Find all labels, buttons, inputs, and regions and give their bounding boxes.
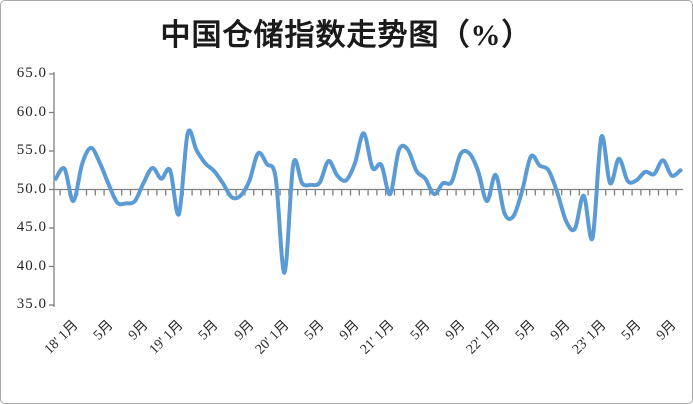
y-axis-tick-label: 60.0 [16, 103, 47, 120]
y-axis-tick-label: 35.0 [16, 296, 47, 312]
y-axis-tick-label: 40.0 [16, 257, 47, 274]
chart-title: 中国仓储指数走势图（%） [160, 19, 533, 52]
y-axis-tick-label: 55.0 [16, 142, 47, 158]
y-axis-tick-label: 50.0 [16, 180, 47, 197]
y-axis-tick-label: 65.0 [16, 65, 47, 81]
warehousing-index-line [53, 128, 683, 275]
y-axis-tick-label: 45.0 [16, 219, 47, 235]
